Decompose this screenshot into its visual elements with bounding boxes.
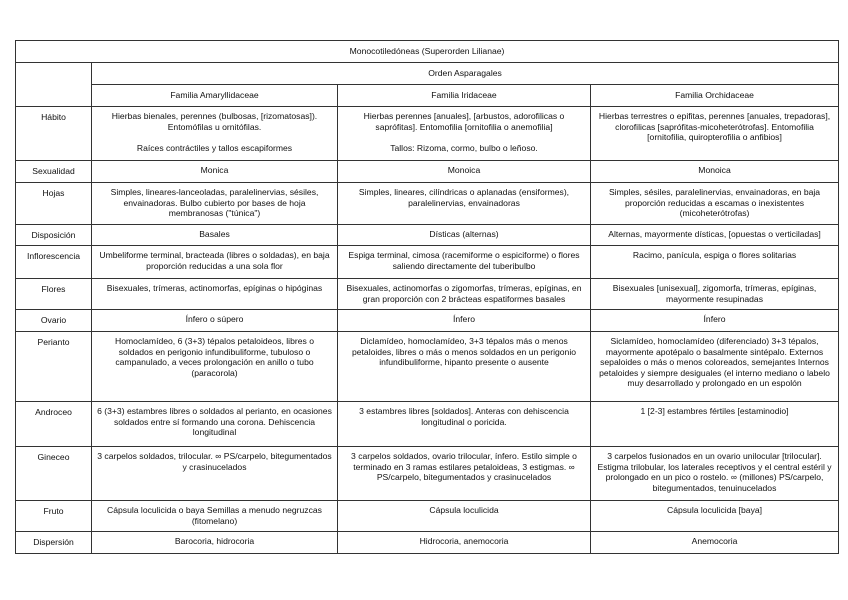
table-cell: 3 carpelos fusionados en un ovario unilo… <box>589 446 840 501</box>
table-cell: Alternas, mayormente dísticas, [opuestas… <box>589 224 840 246</box>
table-cell: Barocoria, hidrocoria <box>91 531 338 554</box>
table-row: Gineceo 3 carpelos soldados, trilocular. … <box>15 446 840 501</box>
table-cell: Cápsula loculicida [baya] <box>589 500 840 532</box>
table-row: Perianto Homoclamídeo, 6 (3+3) tépalos pe… <box>15 331 840 402</box>
table-cell: Hierbas terrestres o epifitas, perennes … <box>589 106 840 161</box>
row-label: Disposición <box>15 224 92 246</box>
table-cell: Ínfero o súpero <box>91 309 338 332</box>
table-cell: Simples, sésiles, paralelinervias, envai… <box>589 182 840 225</box>
table-cell: Monoica <box>589 160 840 183</box>
row-label: Inflorescencia <box>15 245 92 279</box>
table-row: Sexualidad Monica Monoica Monoica <box>15 160 840 183</box>
table-row: Ovario Ínfero o súpero Ínfero Ínfero <box>15 309 840 332</box>
table-cell: Ínfero <box>337 309 591 332</box>
table-row: Fruto Cápsula loculicida o baya Semillas … <box>15 500 840 532</box>
table-cell: Homoclamídeo, 6 (3+3) tépalos petaloideo… <box>91 331 338 402</box>
table-cell: Bisexuales, trímeras, actinomorfas, epíg… <box>91 278 338 310</box>
table-title: Monocotiledóneas (Superorden Lilianae) <box>14 40 840 63</box>
row-label: Fruto <box>15 500 92 532</box>
comparison-table: Monocotiledóneas (Superorden Lilianae) O… <box>14 40 840 554</box>
table-cell: 1 [2-3] estambres fértiles [estaminodio] <box>589 401 840 447</box>
empty-corner-cell <box>15 62 92 107</box>
table-cell: Umbeliforme terminal, bracteada (libres … <box>91 245 338 279</box>
family-header: Familia Amaryllidaceae <box>91 84 338 107</box>
order-header: Orden Asparagales <box>90 62 840 85</box>
table-row: Flores Bisexuales, trímeras, actinomorfas… <box>15 278 840 310</box>
table-row: Hábito Hierbas bienales, perennes (bulbos… <box>15 106 840 161</box>
table-cell: Cápsula loculicida <box>337 500 591 532</box>
row-label: Flores <box>15 278 92 310</box>
row-label: Dispersión <box>15 531 92 554</box>
table-cell: Ínfero <box>589 309 840 332</box>
table-cell: Hierbas perennes [anuales], [arbustos, a… <box>337 106 591 161</box>
table-cell: Diclamídeo, homoclamídeo, 3+3 tépalos má… <box>337 331 591 402</box>
family-header: Familia Iridaceae <box>337 84 591 107</box>
table-cell: 3 estambres libres [soldados]. Anteras c… <box>337 401 591 447</box>
table-row: Dispersión Barocoria, hidrocoria Hidrocori… <box>15 531 840 554</box>
table-cell: Monoica <box>337 160 591 183</box>
row-label: Androceo <box>15 401 92 447</box>
table-cell: Monica <box>91 160 338 183</box>
row-label: Sexualidad <box>15 160 92 183</box>
table-cell: 6 (3+3) estambres libres o soldados al p… <box>91 401 338 447</box>
table-row: Inflorescencia Umbeliforme terminal, brac… <box>15 245 840 279</box>
table-cell: Simples, lineares, cilíndricas o aplanad… <box>337 182 591 225</box>
table-cell: Bisexuales, actinomorfas o zigomorfas, t… <box>337 278 591 310</box>
table-cell: 3 carpelos soldados, trilocular. ∞ PS/ca… <box>91 446 338 501</box>
table-row: Hojas Simples, lineares-lanceoladas, para… <box>15 182 840 225</box>
table-cell: Anemocoria <box>589 531 840 554</box>
row-label: Hojas <box>15 182 92 225</box>
table-cell: Racimo, panícula, espiga o flores solita… <box>589 245 840 279</box>
table-cell: 3 carpelos soldados, ovario trilocular, … <box>337 446 591 501</box>
table-cell: Espiga terminal, cimosa (racemiforme o e… <box>337 245 591 279</box>
table-cell: Simples, lineares-lanceoladas, paralelin… <box>91 182 338 225</box>
table-row: Androceo 6 (3+3) estambres libres o solda… <box>15 401 840 447</box>
table-cell: Siclamídeo, homoclamídeo (diferenciado) … <box>589 331 840 402</box>
row-label: Gineceo <box>15 446 92 501</box>
table-cell: Hidrocoria, anemocoria <box>337 531 591 554</box>
table-cell: Bisexuales [unisexual], zigomorfa, tríme… <box>589 278 840 310</box>
table-cell: Cápsula loculicida o baya Semillas a men… <box>91 500 338 532</box>
row-label: Ovario <box>15 309 92 332</box>
table-row: Disposición Basales Dísticas (alternas) Alt… <box>15 224 840 246</box>
row-label: Perianto <box>15 331 92 402</box>
table-cell: Hierbas bienales, perennes (bulbosas, [r… <box>91 106 338 161</box>
table-cell: Basales <box>91 224 338 246</box>
row-label: Hábito <box>15 106 92 161</box>
table-cell: Dísticas (alternas) <box>337 224 591 246</box>
family-header: Familia Orchidaceae <box>589 84 840 107</box>
